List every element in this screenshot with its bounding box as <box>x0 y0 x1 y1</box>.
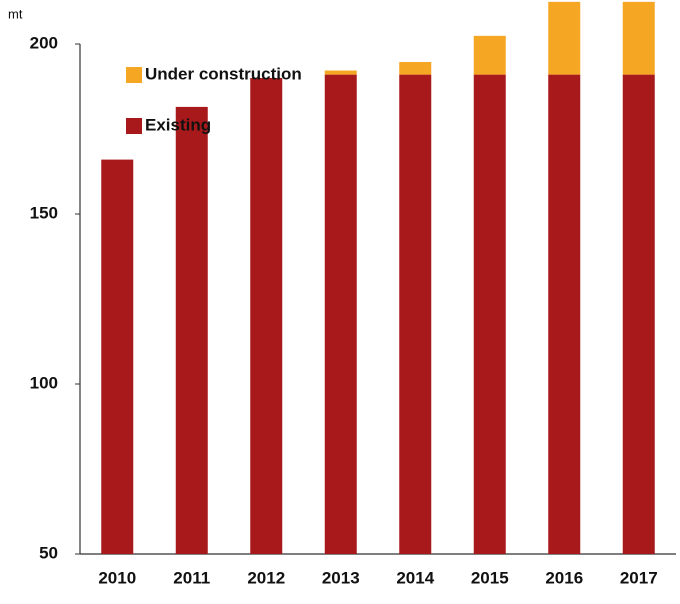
legend-label: Existing <box>145 115 211 134</box>
x-tick-label: 2011 <box>173 568 210 587</box>
x-tick-label: 2017 <box>620 568 658 587</box>
bar-segment <box>548 1 581 75</box>
x-tick-label: 2010 <box>98 568 136 587</box>
x-tick-label: 2012 <box>247 568 285 587</box>
y-tick-label: 200 <box>30 33 58 52</box>
bar-segment <box>622 74 655 554</box>
bar-segment <box>250 78 283 554</box>
y-unit: mt <box>8 6 23 21</box>
bar-segment <box>473 35 506 75</box>
bar-segment <box>622 1 655 75</box>
x-tick-label: 2014 <box>396 568 434 587</box>
x-tick-label: 2013 <box>322 568 360 587</box>
y-tick-label: 50 <box>39 543 58 562</box>
legend-swatch <box>126 118 142 134</box>
bar-segment <box>101 159 134 554</box>
bar-segment <box>399 74 432 554</box>
x-tick-label: 2016 <box>545 568 583 587</box>
x-tick-label: 2015 <box>471 568 509 587</box>
legend-swatch <box>126 67 142 83</box>
y-tick-label: 100 <box>30 373 58 392</box>
bar-segment <box>175 106 208 555</box>
bar-segment <box>324 70 357 75</box>
legend-label: Under construction <box>145 64 302 83</box>
y-tick-label: 150 <box>30 203 58 222</box>
bar-segment <box>399 62 432 75</box>
bar-segment <box>548 74 581 554</box>
bar-segment <box>324 74 357 554</box>
bar-segment <box>473 74 506 554</box>
